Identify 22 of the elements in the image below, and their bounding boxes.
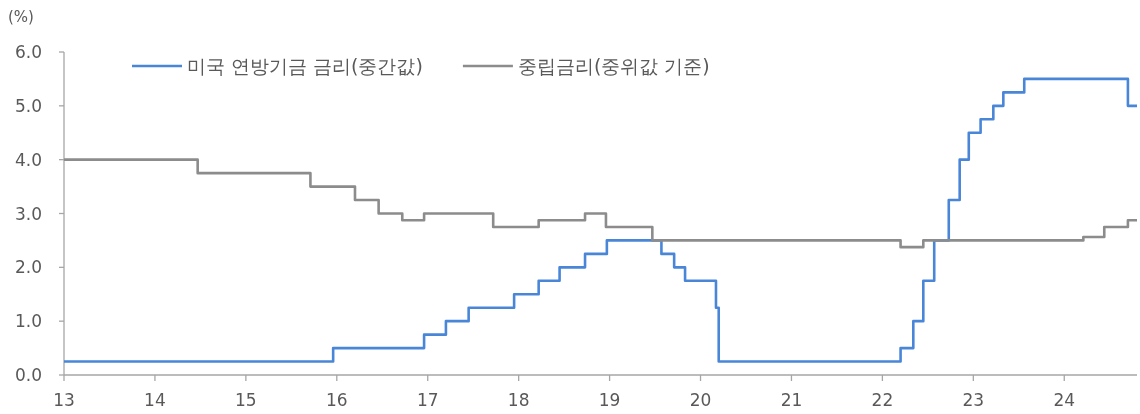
y-tick-label: 3.0	[14, 203, 42, 224]
x-tick-label: 16	[325, 390, 348, 410]
x-tick-label: 17	[416, 390, 439, 410]
y-tick-label: 1.0	[14, 311, 42, 332]
x-tick-label: 23	[962, 390, 985, 410]
y-axis-title: (%)	[8, 8, 34, 26]
x-tick-label: 21	[780, 390, 803, 410]
x-tick-label: 13	[53, 390, 75, 410]
x-tick-label: 18	[507, 390, 530, 410]
y-tick-label: 4.0	[14, 149, 42, 170]
x-tick-label: 20	[689, 390, 712, 410]
y-tick-label: 0.0	[14, 365, 42, 385]
x-tick-label: 24	[1053, 390, 1076, 410]
legend-label: 미국 연방기금 금리(중간값)	[187, 55, 423, 77]
y-tick-label: 5.0	[14, 95, 42, 116]
y-tick-label: 2.0	[14, 257, 42, 278]
x-tick-label: 19	[598, 390, 621, 410]
x-tick-label: 14	[144, 390, 166, 410]
y-tick-label: 6.0	[14, 42, 42, 62]
x-tick-label: 15	[235, 390, 257, 410]
x-tick-label: 22	[871, 390, 894, 410]
legend-label: 중립금리(중위값 기준)	[517, 55, 710, 77]
